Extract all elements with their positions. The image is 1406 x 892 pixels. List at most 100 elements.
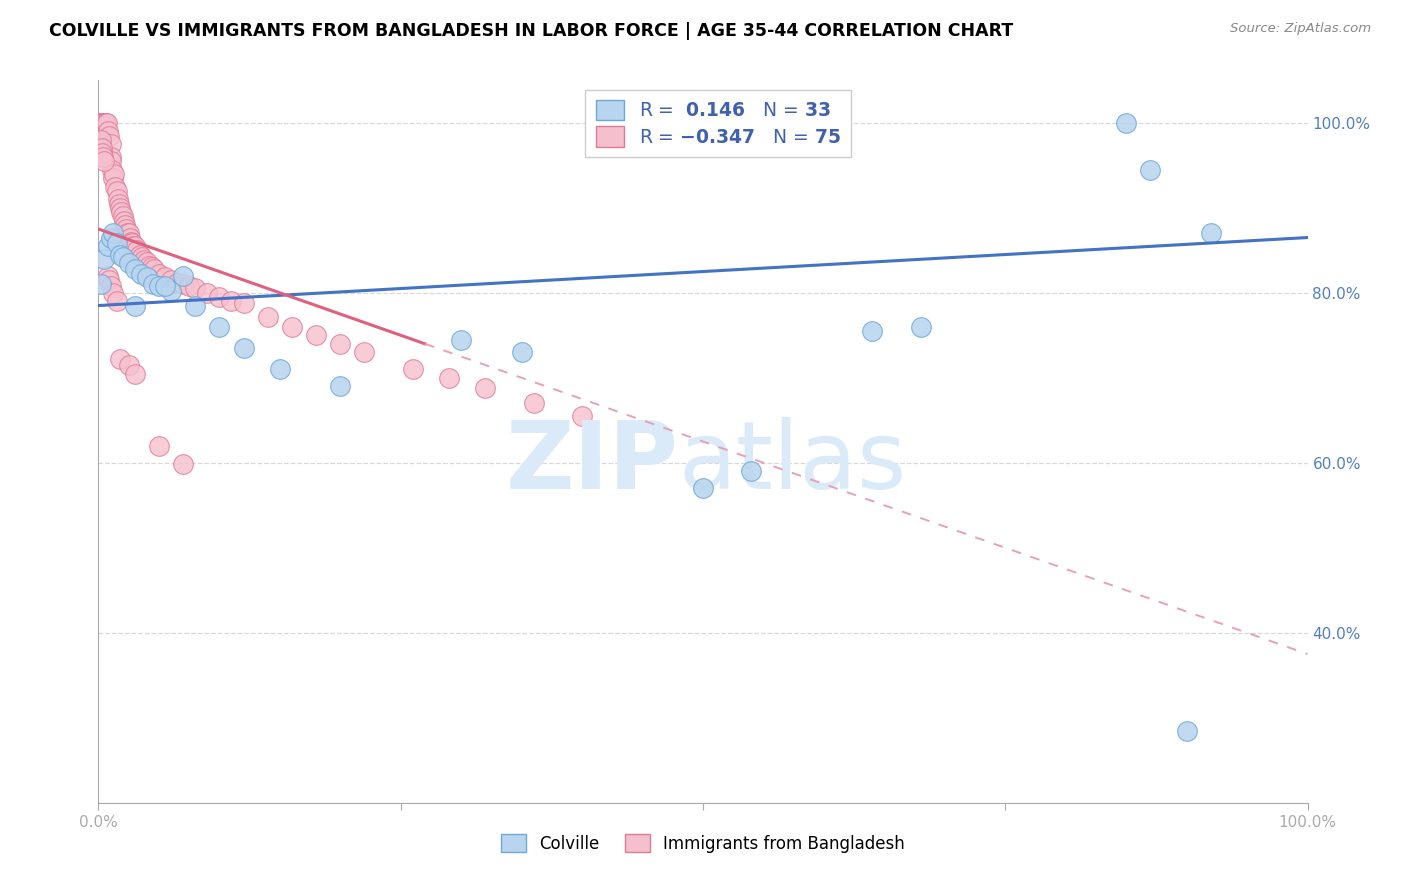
- Point: [148, 279, 170, 293]
- Point: [118, 256, 141, 270]
- Point: [101, 285, 124, 300]
- Point: [129, 267, 152, 281]
- Point: [172, 458, 194, 472]
- Point: [103, 167, 125, 181]
- Point: [107, 192, 129, 206]
- Point: [100, 162, 122, 177]
- Point: [172, 277, 194, 292]
- Point: [118, 230, 141, 244]
- Text: COLVILLE VS IMMIGRANTS FROM BANGLADESH IN LABOR FORCE | AGE 35-44 CORRELATION CH: COLVILLE VS IMMIGRANTS FROM BANGLADESH I…: [49, 22, 1014, 40]
- Point: [353, 345, 375, 359]
- Point: [160, 273, 183, 287]
- Point: [100, 279, 122, 293]
- Point: [305, 328, 328, 343]
- Point: [153, 279, 176, 293]
- Point: [101, 227, 124, 241]
- Text: atlas: atlas: [679, 417, 907, 509]
- Point: [402, 362, 425, 376]
- Point: [93, 252, 115, 266]
- Point: [97, 268, 120, 283]
- Point: [93, 154, 115, 169]
- Point: [104, 179, 127, 194]
- Point: [111, 250, 134, 264]
- Point: [105, 236, 128, 251]
- Point: [195, 285, 218, 300]
- Point: [179, 279, 201, 293]
- Point: [437, 371, 460, 385]
- Point: [90, 133, 112, 147]
- Point: [1175, 723, 1198, 738]
- Point: [269, 362, 291, 376]
- Point: [740, 464, 762, 478]
- Point: [97, 124, 120, 138]
- Point: [112, 213, 135, 227]
- Point: [115, 222, 138, 236]
- Point: [94, 116, 117, 130]
- Point: [108, 247, 131, 261]
- Point: [138, 259, 160, 273]
- Point: [108, 352, 131, 367]
- Point: [91, 145, 114, 160]
- Point: [148, 267, 170, 281]
- Point: [141, 260, 163, 275]
- Point: [121, 236, 143, 251]
- Point: [184, 281, 207, 295]
- Point: [114, 218, 136, 232]
- Point: [910, 319, 932, 334]
- Point: [281, 319, 304, 334]
- Point: [184, 299, 207, 313]
- Point: [90, 277, 112, 292]
- Point: [232, 296, 254, 310]
- Point: [134, 253, 156, 268]
- Point: [100, 230, 122, 244]
- Point: [142, 277, 165, 292]
- Point: [124, 367, 146, 381]
- Point: [91, 141, 114, 155]
- Point: [148, 439, 170, 453]
- Point: [93, 116, 115, 130]
- Point: [100, 136, 122, 151]
- Point: [100, 150, 122, 164]
- Point: [128, 247, 150, 261]
- Point: [97, 239, 120, 253]
- Point: [118, 358, 141, 372]
- Point: [143, 262, 166, 277]
- Point: [108, 196, 131, 211]
- Point: [135, 270, 157, 285]
- Point: [450, 333, 472, 347]
- Point: [124, 262, 146, 277]
- Point: [105, 294, 128, 309]
- Point: [131, 250, 153, 264]
- Point: [122, 239, 145, 253]
- Point: [124, 299, 146, 313]
- Point: [571, 409, 593, 423]
- Point: [221, 294, 243, 309]
- Point: [208, 290, 231, 304]
- Point: [232, 341, 254, 355]
- Point: [160, 284, 183, 298]
- Point: [172, 268, 194, 283]
- Point: [111, 209, 134, 223]
- Point: [118, 227, 141, 241]
- Point: [153, 270, 176, 285]
- Point: [256, 310, 278, 324]
- Text: ZIP: ZIP: [506, 417, 679, 509]
- Point: [474, 381, 496, 395]
- Point: [166, 276, 188, 290]
- Point: [329, 379, 352, 393]
- Point: [108, 201, 131, 215]
- Point: [110, 205, 132, 219]
- Point: [91, 150, 114, 164]
- Point: [135, 255, 157, 269]
- Legend: Colville, Immigrants from Bangladesh: Colville, Immigrants from Bangladesh: [495, 828, 911, 860]
- Point: [96, 116, 118, 130]
- Point: [100, 154, 122, 169]
- Point: [523, 396, 546, 410]
- Point: [692, 481, 714, 495]
- Text: Source: ZipAtlas.com: Source: ZipAtlas.com: [1230, 22, 1371, 36]
- Point: [860, 324, 883, 338]
- Point: [1199, 227, 1222, 241]
- Point: [91, 116, 114, 130]
- Point: [208, 319, 231, 334]
- Point: [1115, 116, 1137, 130]
